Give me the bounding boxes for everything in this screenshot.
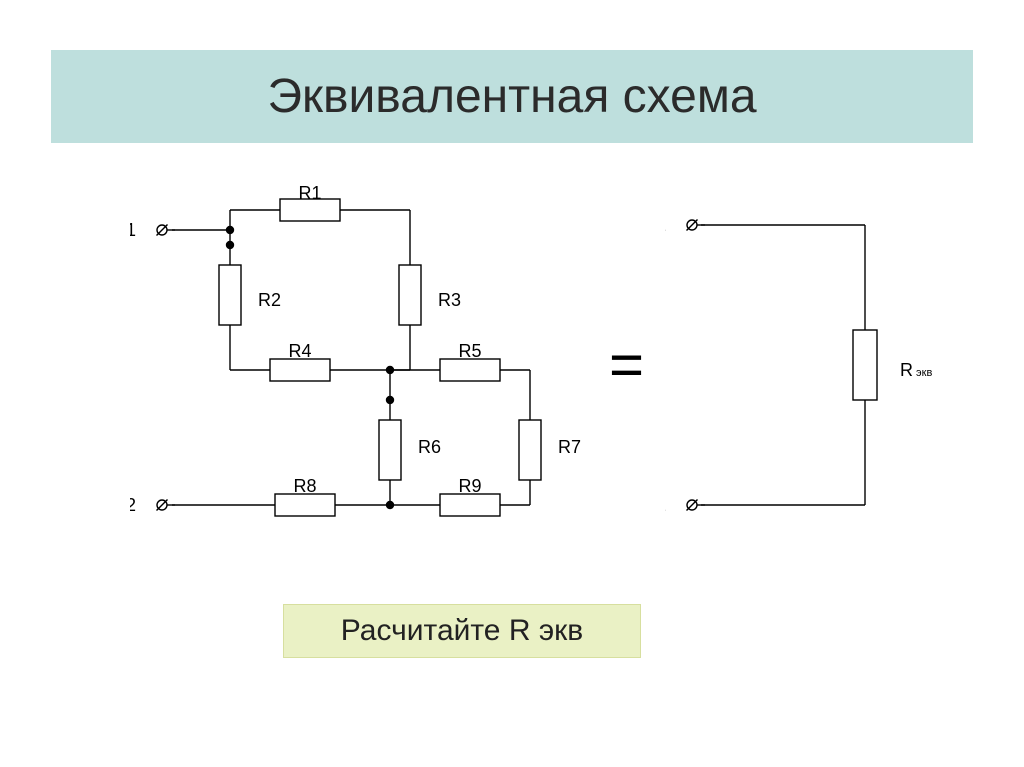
task-text: Расчитайте R экв <box>341 614 583 648</box>
resistor-label: R2 <box>258 290 281 310</box>
resistor-label: R1 <box>298 183 321 203</box>
resistor-label: R8 <box>293 476 316 496</box>
svg-text:1: 1 <box>665 215 666 235</box>
svg-text:2: 2 <box>130 495 136 515</box>
title-band: Эквивалентная схема <box>51 50 973 143</box>
resistor-label: R4 <box>288 341 311 361</box>
svg-text:1: 1 <box>130 220 136 240</box>
resistor-label: R экв <box>900 360 932 380</box>
resistor-label: R3 <box>438 290 461 310</box>
circuit-right: R экв 1 2 <box>665 195 965 545</box>
resistor-label: R5 <box>458 341 481 361</box>
task-band: Расчитайте R экв <box>283 604 641 658</box>
svg-text:2: 2 <box>665 495 666 515</box>
circuit-left: R1 R2 R3 R4 R5 R6 R7 R8 R9 1 2 <box>130 175 600 545</box>
slide: Эквивалентная схема R1 R2 R3 R4 R5 R6 R7 R8 R9 1 2… <box>0 0 1024 767</box>
slide-title: Эквивалентная схема <box>267 69 756 124</box>
resistor-label: R6 <box>418 437 441 457</box>
resistor-label: R9 <box>458 476 481 496</box>
equals-sign: = <box>609 335 644 395</box>
resistor-label: R7 <box>558 437 581 457</box>
